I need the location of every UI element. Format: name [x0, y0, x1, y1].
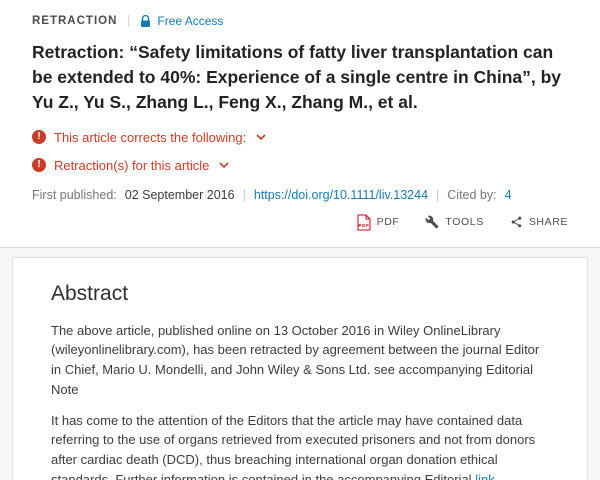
- wrench-icon: [425, 215, 439, 229]
- divider: |: [436, 187, 440, 202]
- cited-by-label: Cited by:: [447, 187, 497, 202]
- article-title: Retraction: “Safety limitations of fatty…: [32, 42, 562, 112]
- abstract-paragraph-text: The above article, published online on 1…: [51, 322, 540, 397]
- alerts-group: ! This article corrects the following: !…: [32, 130, 568, 173]
- abstract-section: Abstract The above article, published on…: [0, 246, 600, 480]
- abstract-card: Abstract The above article, published on…: [12, 256, 588, 480]
- retractions-link[interactable]: ! Retraction(s) for this article: [32, 158, 229, 173]
- svg-text:PDF: PDF: [358, 223, 369, 228]
- abstract-heading: Abstract: [51, 281, 129, 305]
- editorial-link[interactable]: link: [475, 471, 495, 480]
- doi-link[interactable]: https://doi.org/10.1111/liv.13244: [253, 187, 429, 202]
- chevron-down-icon: [219, 162, 229, 169]
- pdf-button-label: PDF: [376, 216, 400, 229]
- exclamation-icon: !: [32, 130, 46, 145]
- free-access-label: Free Access: [157, 14, 224, 28]
- pdf-icon: PDF: [357, 214, 371, 231]
- lock-icon: [140, 14, 151, 28]
- retractions-label: Retraction(s) for this article: [54, 157, 210, 173]
- published-date: 02 September 2016: [124, 187, 235, 202]
- article-meta-row: RETRACTION | Free Access: [32, 14, 568, 28]
- article-category-label: RETRACTION: [32, 15, 118, 27]
- corrects-following-label: This article corrects the following:: [54, 129, 247, 145]
- share-icon: [510, 215, 523, 229]
- publication-info-row: First published: 02 September 2016 | htt…: [32, 188, 568, 202]
- exclamation-icon: !: [32, 158, 46, 173]
- abstract-paragraph-text: It has come to the attention of the Edit…: [51, 412, 536, 480]
- article-actions-row: PDF PDF TOOLS SHARE: [32, 214, 568, 231]
- divider: |: [127, 15, 131, 27]
- corrects-following-link[interactable]: ! This article corrects the following:: [32, 130, 266, 145]
- divider: |: [242, 187, 246, 202]
- pdf-button[interactable]: PDF PDF: [357, 214, 400, 231]
- share-button-label: SHARE: [528, 216, 568, 229]
- share-button[interactable]: SHARE: [510, 215, 568, 229]
- tools-button[interactable]: TOOLS: [425, 215, 483, 229]
- free-access-badge: Free Access: [140, 14, 223, 28]
- chevron-down-icon: [256, 134, 266, 141]
- tools-button-label: TOOLS: [445, 216, 484, 229]
- abstract-paragraph: It has come to the attention of the Edit…: [51, 411, 549, 480]
- sentence-period: .: [494, 471, 499, 480]
- cited-by-count-link[interactable]: 4: [504, 187, 512, 202]
- abstract-paragraph: The above article, published online on 1…: [51, 321, 549, 400]
- first-published-label: First published:: [32, 187, 117, 202]
- article-header: RETRACTION | Free Access Retraction: “Sa…: [32, 14, 568, 231]
